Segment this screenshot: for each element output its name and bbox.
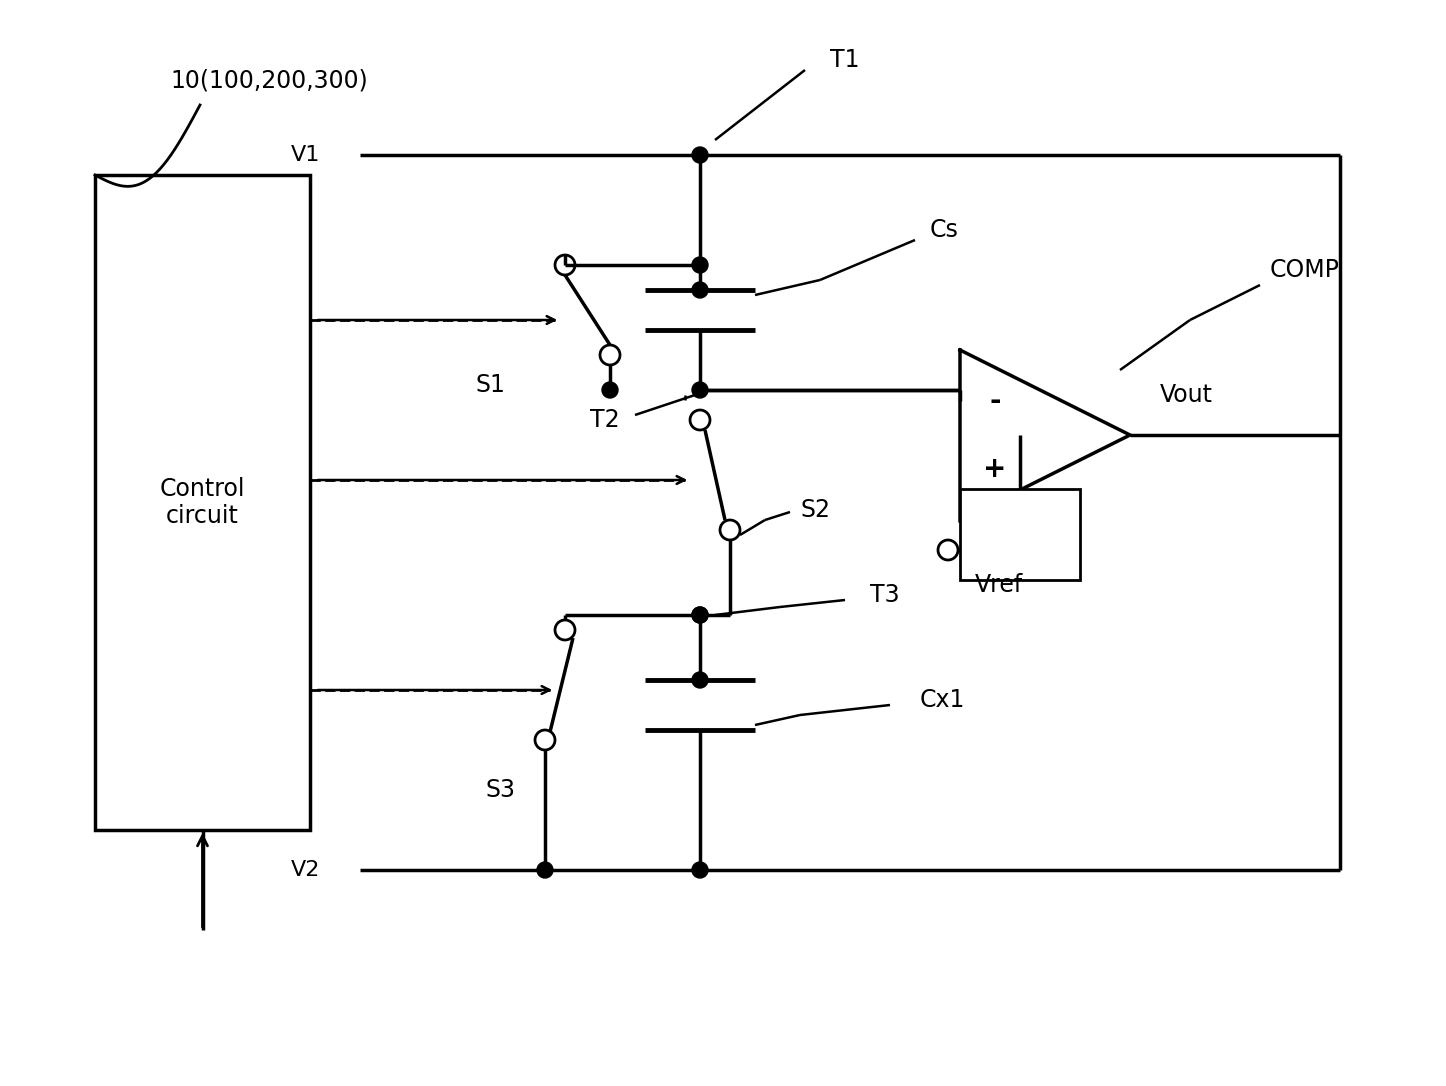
Circle shape	[693, 607, 709, 623]
Circle shape	[693, 147, 709, 163]
Text: V2: V2	[291, 860, 320, 880]
Circle shape	[693, 607, 709, 623]
Text: Cs: Cs	[930, 218, 959, 242]
Text: -: -	[989, 387, 1001, 415]
Circle shape	[536, 862, 552, 877]
Text: T2: T2	[590, 408, 620, 432]
Text: S1: S1	[476, 372, 505, 397]
Circle shape	[602, 382, 617, 397]
Bar	[95, 175, 309, 830]
Text: 10(100,200,300): 10(100,200,300)	[171, 68, 367, 92]
Text: Cx1: Cx1	[920, 689, 966, 712]
Circle shape	[693, 282, 709, 298]
Text: S3: S3	[484, 778, 515, 801]
Text: +: +	[983, 455, 1006, 483]
Text: V1: V1	[291, 146, 320, 165]
Text: S2: S2	[800, 498, 830, 522]
Text: COMP: COMP	[1270, 258, 1340, 282]
Circle shape	[693, 382, 709, 397]
Text: Vout: Vout	[1160, 383, 1213, 407]
Text: Control
circuit: Control circuit	[159, 477, 246, 529]
Text: T1: T1	[830, 48, 859, 72]
Text: Vref: Vref	[975, 573, 1024, 597]
Circle shape	[693, 257, 709, 273]
Text: T3: T3	[870, 583, 899, 607]
Circle shape	[693, 672, 709, 689]
Bar	[960, 489, 1080, 580]
Circle shape	[693, 862, 709, 877]
